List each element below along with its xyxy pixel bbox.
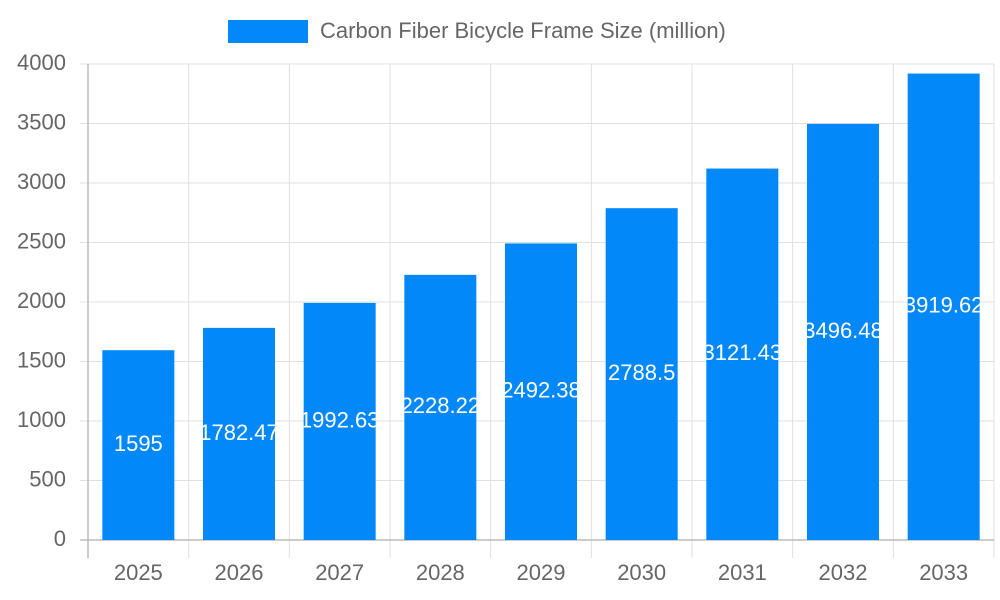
bar — [605, 208, 678, 540]
x-tick-label: 2029 — [517, 560, 566, 585]
data-label: 1782.47 — [199, 420, 279, 445]
y-tick-label: 0 — [54, 526, 66, 551]
x-tick-label: 2032 — [819, 560, 868, 585]
x-tick-label: 2028 — [416, 560, 465, 585]
bar — [203, 327, 275, 540]
y-tick-label: 4000 — [17, 50, 66, 75]
data-label: 2492.38 — [501, 378, 581, 403]
data-label: 1595 — [114, 431, 163, 456]
bar — [907, 73, 980, 541]
legend-label: Carbon Fiber Bicycle Frame Size (million… — [320, 18, 726, 43]
data-label: 3919.62 — [904, 293, 984, 318]
bar — [404, 274, 477, 540]
bar — [303, 302, 376, 540]
x-tick-label: 2030 — [617, 560, 666, 585]
x-tick-label: 2027 — [315, 560, 364, 585]
y-tick-label: 500 — [29, 466, 66, 491]
bar — [505, 243, 577, 540]
y-tick-label: 2500 — [17, 228, 66, 253]
data-label: 2228.22 — [401, 393, 481, 418]
y-tick-label: 3500 — [17, 109, 66, 134]
x-tick-label: 2026 — [215, 560, 264, 585]
bar — [706, 168, 779, 540]
legend-swatch — [228, 20, 308, 43]
x-tick-label: 2031 — [718, 560, 767, 585]
data-label: 3121.43 — [703, 340, 783, 365]
y-tick-label: 1500 — [17, 347, 66, 372]
data-label: 3496.48 — [803, 318, 883, 343]
x-tick-label: 2033 — [919, 560, 968, 585]
x-tick-label: 2025 — [114, 560, 163, 585]
data-label: 1992.63 — [300, 407, 380, 432]
bar — [807, 123, 879, 540]
y-tick-label: 2000 — [17, 288, 66, 313]
y-tick-label: 1000 — [17, 407, 66, 432]
data-label: 2788.5 — [608, 360, 675, 385]
bar — [102, 350, 175, 540]
y-tick-label: 3000 — [17, 169, 66, 194]
